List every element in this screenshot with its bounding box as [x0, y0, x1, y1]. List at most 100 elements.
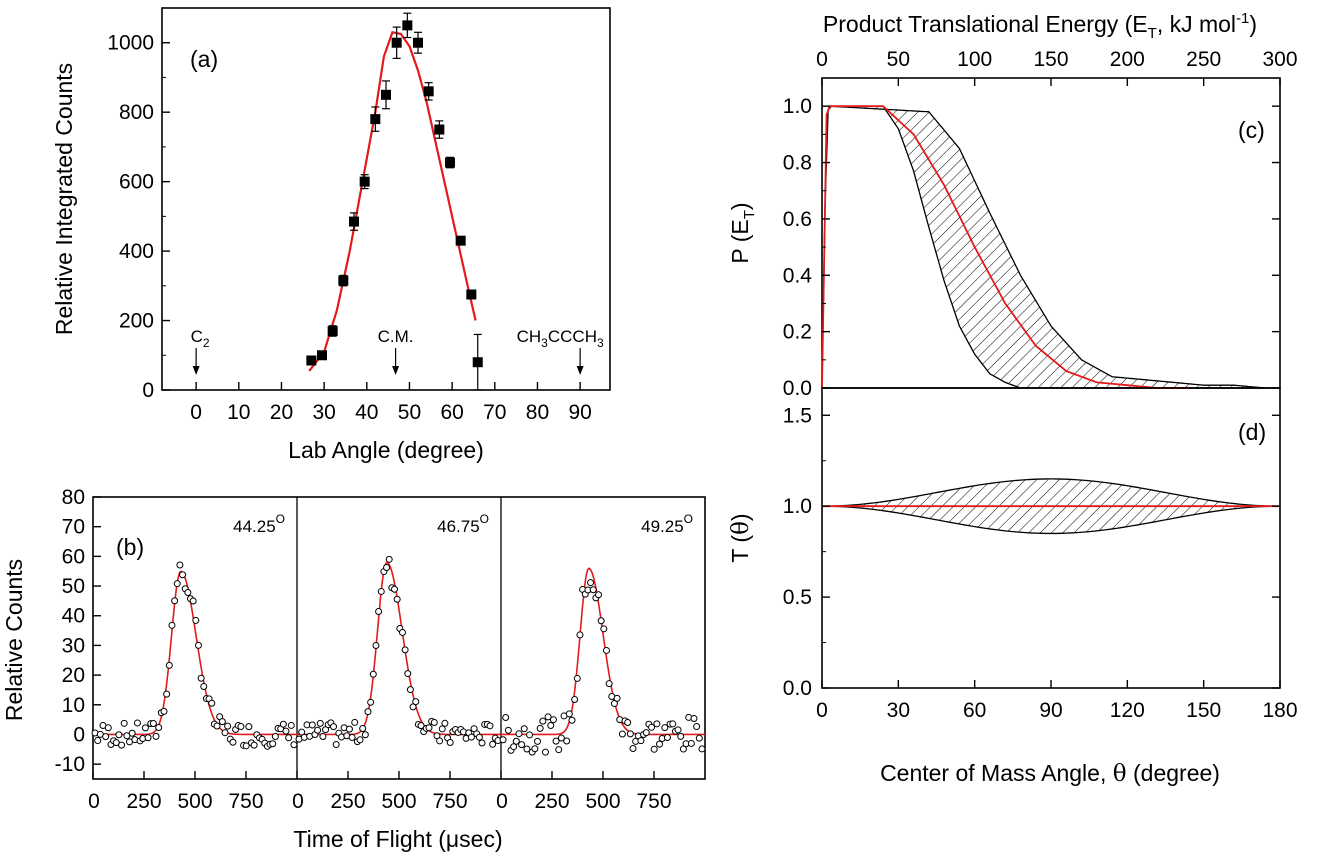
tof-data-point: [552, 737, 560, 745]
tof-data-point: [173, 580, 181, 588]
panel-a-ylabel: Relative Integrated Counts: [51, 63, 77, 335]
tof-data-point: [475, 733, 483, 741]
tof-data-point: [653, 720, 661, 728]
tof-data-point: [221, 729, 229, 737]
tof-data-point: [602, 646, 610, 654]
tof-data-point: [523, 745, 531, 753]
tof-data-point: [504, 726, 512, 734]
panel-b-ylabel: Relative Counts: [1, 559, 27, 721]
x-tick-label: 0: [190, 401, 202, 424]
x-tick-label: 0: [496, 790, 508, 813]
angle-label: 46.75O: [437, 512, 489, 536]
x-tick-label: 250: [126, 790, 161, 813]
tof-data-point: [650, 745, 658, 753]
tof-data-point: [377, 587, 385, 595]
tof-data-point: [693, 723, 701, 731]
data-point: [466, 289, 477, 300]
tof-data-point: [144, 734, 152, 742]
data-point: [370, 114, 381, 125]
y-tick-label: 10: [62, 694, 85, 717]
tof-data-point: [133, 719, 141, 727]
tof-data-point: [605, 680, 613, 688]
tof-data-point: [520, 725, 528, 733]
top-x-tick-label: 100: [957, 48, 992, 71]
tof-data-point: [171, 597, 179, 605]
tof-data-point: [224, 722, 232, 730]
tof-data-point: [446, 739, 454, 747]
tof-data-point: [242, 742, 250, 750]
y-tick-label: 600: [119, 171, 154, 194]
panel-a-fit-curve: [308, 31, 477, 372]
tof-data-point: [674, 726, 682, 734]
panel-a-xticks: 0 10 20 30 40 50 60 70 80 90: [190, 382, 592, 424]
data-point: [423, 86, 434, 97]
tof-data-point: [401, 646, 409, 654]
y-tick-label: 50: [62, 575, 85, 598]
tof-data-point: [364, 708, 372, 716]
tof-data-point: [441, 719, 449, 727]
tof-data-point: [478, 739, 486, 747]
tof-data-point: [536, 724, 544, 732]
tof-data-point: [375, 608, 383, 616]
y-tick-label: 80: [62, 486, 85, 509]
panel-c-best-fit: [821, 105, 1189, 389]
tof-data-point: [160, 707, 168, 715]
tof-data-point: [385, 555, 393, 563]
data-point: [381, 89, 391, 100]
tof-data-point: [237, 723, 245, 731]
y-tick-label: 0.5: [783, 586, 812, 609]
tof-data-point: [656, 740, 664, 748]
tof-data-point: [319, 732, 327, 740]
tof-data-point: [348, 733, 356, 741]
tof-data-point: [613, 694, 621, 702]
tof-data-point: [197, 674, 205, 682]
tof-data-point: [367, 698, 375, 706]
x-tick-label: 150: [1186, 699, 1221, 722]
tof-data-point: [626, 730, 634, 738]
tof-data-point: [669, 720, 677, 728]
x-tick-label: 500: [177, 790, 212, 813]
marker-label: C2: [191, 327, 210, 350]
tof-data-point: [163, 690, 171, 698]
tof-data-point: [687, 739, 695, 747]
tof-data-point: [189, 597, 197, 605]
tof-data-point: [624, 718, 632, 726]
tof-data-point: [541, 748, 549, 756]
panel-c-error-band: [821, 105, 1265, 389]
panel-b-label: (b): [116, 534, 144, 560]
panel-a-xlabel: Lab Angle (degree): [288, 437, 484, 463]
tof-data-point: [531, 745, 539, 753]
x-tick-label: 500: [585, 790, 620, 813]
tof-data-point: [539, 717, 547, 725]
tof-data-point: [406, 686, 414, 694]
tof-data-point: [149, 719, 157, 727]
x-tick-label: 0: [292, 790, 304, 813]
tof-data-point: [557, 734, 565, 742]
panel-a-markers: C2 C.M. CH3CCCH3: [191, 327, 604, 375]
top-x-tick-label: 50: [887, 48, 910, 71]
tof-data-point: [565, 710, 573, 718]
top-x-tick-label: 0: [816, 48, 828, 71]
marker-arrow-head: [392, 366, 400, 375]
data-point: [455, 235, 466, 246]
data-point: [306, 355, 317, 366]
tof-data-point: [285, 734, 293, 742]
y-tick-label: 1000: [107, 32, 154, 55]
tof-data-point: [568, 716, 576, 724]
tof-data-point: [404, 670, 412, 678]
tof-data-point: [200, 682, 208, 690]
x-tick-label: 90: [1039, 699, 1062, 722]
tof-data-point: [391, 585, 399, 593]
x-tick-label: 40: [355, 401, 378, 424]
tof-data-point: [271, 733, 279, 741]
tof-data-point: [595, 591, 603, 599]
tof-data-point: [534, 737, 542, 745]
tof-data-point: [213, 722, 221, 730]
y-tick-label: 60: [62, 545, 85, 568]
tof-data-point: [436, 737, 444, 745]
top-x-tick-label: 250: [1186, 48, 1221, 71]
tof-data-point: [629, 745, 637, 753]
data-point: [402, 20, 413, 31]
y-tick-label: 0.6: [783, 208, 812, 231]
